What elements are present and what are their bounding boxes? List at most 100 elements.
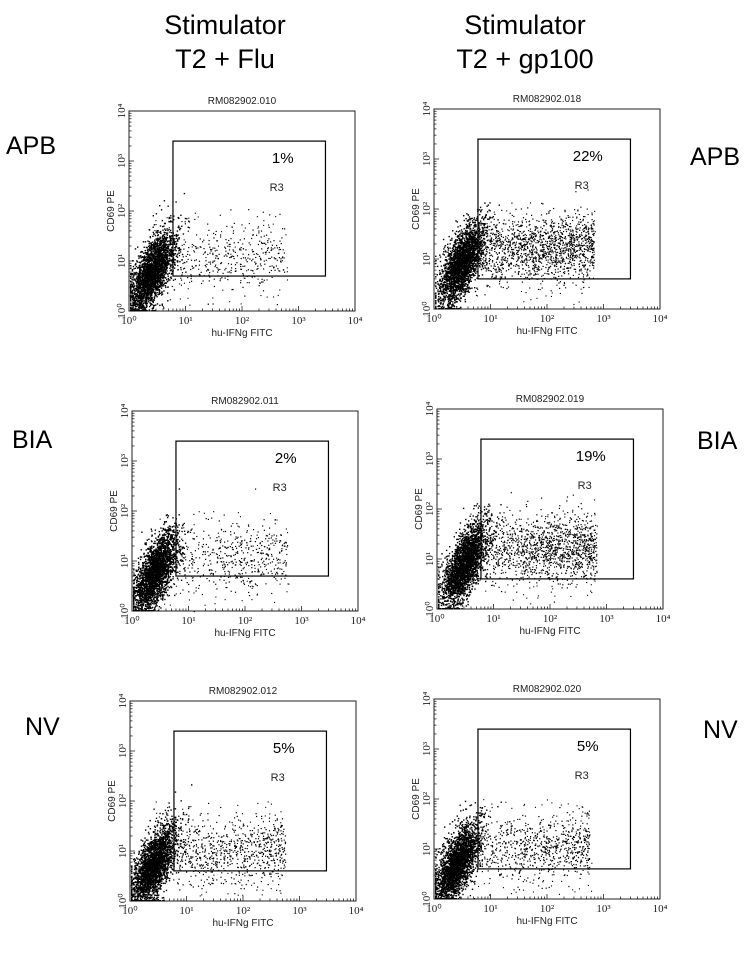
event-dot [459,245,461,247]
event-dot [151,291,154,294]
event-dot [158,246,160,249]
event-dot [160,242,163,244]
event-dot [149,295,151,298]
event-dot [278,249,280,251]
event-dot [243,238,245,240]
event-dot [184,217,187,220]
event-dot [256,234,258,236]
event-dot [152,256,155,258]
event-dot [179,227,182,230]
event-dot [166,234,169,236]
event-dot [246,282,248,284]
event-dot [170,255,173,258]
event-dot [455,262,457,264]
event-dot [187,253,189,255]
event-dot [132,296,134,298]
event-dot [151,258,153,260]
event-dot [155,294,157,297]
event-dot [142,275,144,277]
event-dot [158,244,160,247]
event-dot [157,256,159,258]
event-dot [470,224,472,226]
event-dot [154,310,157,312]
event-dot [269,257,271,259]
event-dot [161,263,163,266]
event-dot [258,230,260,232]
event-dot [166,258,168,260]
event-dot [177,260,179,262]
event-dot [475,225,477,228]
event-dot [153,233,155,235]
event-dot [457,308,459,310]
event-dot [262,281,264,283]
event-dot [184,223,186,225]
event-dot [165,256,168,258]
event-dot [490,229,493,231]
event-dot [181,272,184,274]
event-dot [171,237,173,240]
event-dot [177,253,179,255]
event-dot [162,265,164,267]
event-dot [163,225,165,227]
event-dot [444,296,446,298]
event-dot [163,268,166,270]
event-dot [151,290,153,293]
event-dot [454,260,456,263]
event-dot [498,204,500,206]
event-dot [244,227,246,229]
event-dot [189,281,191,283]
event-dot [131,286,133,288]
event-dot [157,267,160,270]
event-dot [157,272,160,274]
event-dot [181,279,183,281]
event-dot [481,230,483,233]
event-dot [171,285,173,288]
event-dot [482,223,485,225]
x-tick-label: 10⁴ [653,313,668,325]
event-dot [165,261,167,263]
event-dot [440,282,442,285]
event-dot [139,273,141,275]
event-dot [187,226,189,228]
event-dot [165,244,167,246]
event-dot [481,216,484,218]
event-dot [170,217,172,219]
event-dot [149,294,151,296]
event-dot [474,287,476,289]
event-dot [214,260,216,262]
event-dot [179,260,181,263]
event-dot [192,267,194,269]
event-dot [133,283,135,285]
event-dot [476,245,478,248]
event-dot [138,297,141,299]
event-dot [221,277,223,279]
event-dot [472,248,475,251]
event-dot [462,236,464,238]
event-dot [149,249,151,252]
event-dot [276,259,278,261]
event-dot [136,284,138,286]
event-dot [138,308,140,310]
event-dot [155,288,157,290]
event-dot [146,304,148,307]
event-dot [164,243,166,245]
event-dot [458,307,461,310]
event-dot [447,251,449,253]
event-dot [165,237,168,239]
event-dot [214,265,216,268]
event-dot [142,265,144,268]
event-dot [443,299,445,301]
event-dot [176,261,179,263]
event-dot [130,303,132,306]
event-dot [272,248,274,250]
event-dot [139,272,141,274]
event-dot [233,242,235,244]
event-dot [141,275,143,278]
event-dot [240,280,242,282]
event-dot [442,284,444,287]
event-dot [144,308,146,310]
event-dot [154,230,156,232]
event-dot [183,261,185,264]
event-dot [228,239,230,242]
event-dot [446,292,448,295]
